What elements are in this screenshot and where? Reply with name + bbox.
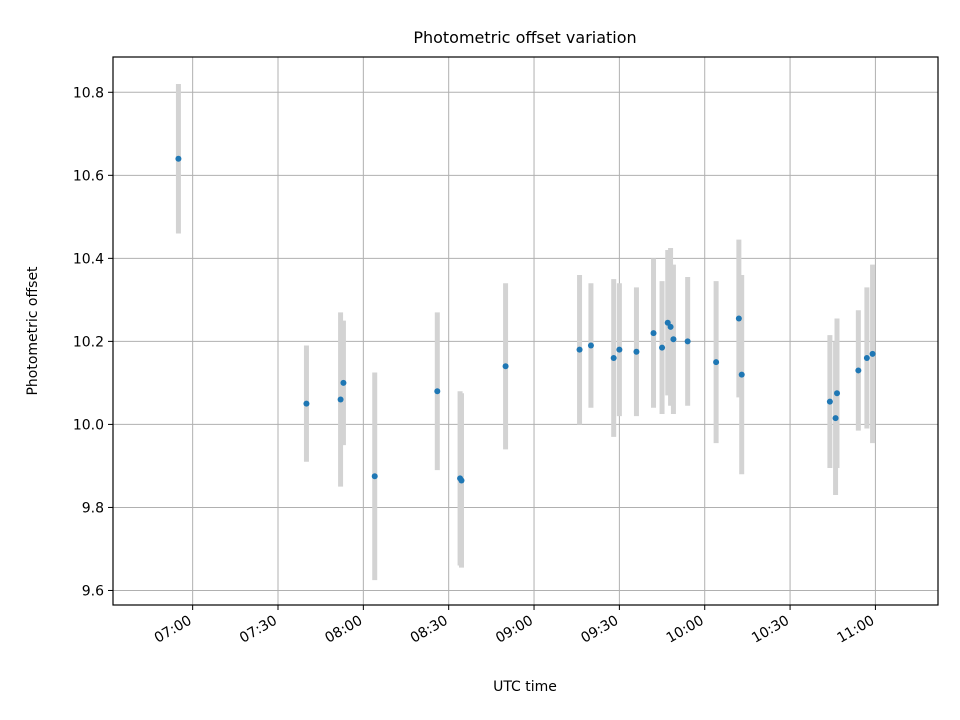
y-tick-label: 10.4 xyxy=(73,251,104,267)
y-axis-label: Photometric offset xyxy=(25,266,41,396)
data-point xyxy=(834,390,841,397)
y-tick-label: 9.6 xyxy=(82,583,104,599)
data-point xyxy=(650,330,657,337)
y-tick-label: 10.0 xyxy=(73,417,104,433)
data-point xyxy=(670,336,677,343)
data-point xyxy=(738,371,745,378)
data-point xyxy=(855,367,862,374)
chart-title: Photometric offset variation xyxy=(413,28,636,47)
data-point xyxy=(434,388,441,395)
data-point xyxy=(610,354,617,361)
y-tick-label: 9.8 xyxy=(82,500,104,516)
y-tick-label: 10.6 xyxy=(73,168,104,184)
y-tick-label: 10.8 xyxy=(73,85,104,101)
data-point xyxy=(735,315,742,322)
data-point xyxy=(175,155,182,162)
data-point xyxy=(684,338,691,345)
data-point xyxy=(337,396,344,403)
data-point xyxy=(667,323,674,330)
data-point xyxy=(616,346,623,353)
x-axis-label: UTC time xyxy=(493,679,557,695)
data-point xyxy=(340,379,347,386)
data-point xyxy=(458,477,465,484)
data-point xyxy=(869,350,876,357)
data-point xyxy=(371,473,378,480)
data-point xyxy=(633,348,640,355)
data-point xyxy=(659,344,666,351)
data-point xyxy=(576,346,583,353)
plot-frame xyxy=(112,56,939,606)
data-point xyxy=(587,342,594,349)
data-point xyxy=(863,354,870,361)
data-point xyxy=(832,415,839,422)
data-point xyxy=(826,398,833,405)
data-point xyxy=(303,400,310,407)
data-point xyxy=(502,363,509,370)
data-point-layer xyxy=(175,155,876,484)
y-tick-label: 10.2 xyxy=(73,334,104,350)
data-point xyxy=(713,359,720,366)
